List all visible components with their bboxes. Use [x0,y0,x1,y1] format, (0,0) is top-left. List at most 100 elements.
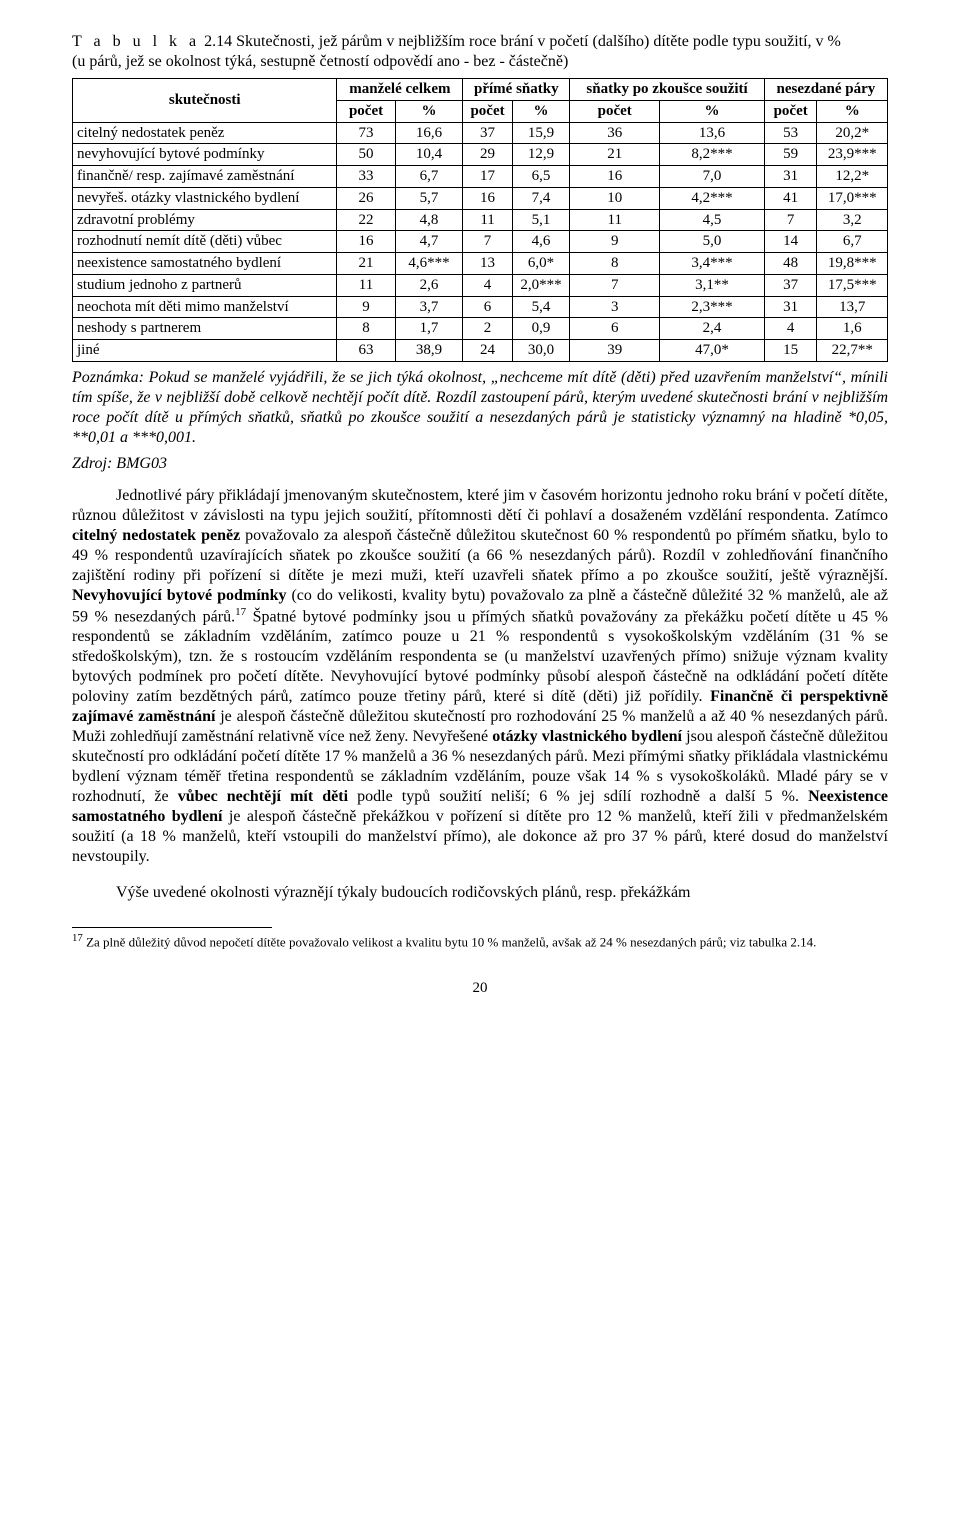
row-label: rozhodnutí nemít dítě (děti) vůbec [73,231,337,253]
footnote-separator [72,927,272,928]
page-number: 20 [72,979,888,998]
table-row: rozhodnutí nemít dítě (děti) vůbec164,77… [73,231,888,253]
table-row: neshody s partnerem81,720,962,441,6 [73,318,888,340]
th-sub: % [512,100,570,122]
cell: 16,6 [395,122,463,144]
cell: 21 [337,253,395,275]
cell: 37 [764,274,817,296]
table-row: neochota mít děti mimo manželství93,765,… [73,296,888,318]
cell: 15,9 [512,122,570,144]
cell: 22 [337,209,395,231]
cell: 4,6 [512,231,570,253]
body-paragraph-2: Výše uvedené okolnosti výraznějí týkaly … [72,883,888,903]
cell: 14 [764,231,817,253]
cell: 12,2* [817,166,888,188]
cell: 8,2*** [660,144,765,166]
cell: 10,4 [395,144,463,166]
cell: 63 [337,340,395,362]
cell: 8 [570,253,660,275]
data-table: skutečnosti manželé celkem přímé sňatky … [72,78,888,362]
cell: 73 [337,122,395,144]
cell: 4 [463,274,512,296]
table-caption-subtitle: (u párů, jež se okolnost týká, sestupně … [72,53,568,70]
cell: 5,0 [660,231,765,253]
cell: 6,7 [817,231,888,253]
row-label: jiné [73,340,337,362]
cell: 21 [570,144,660,166]
th-group-1: přímé sňatky [463,79,570,101]
cell: 4,6*** [395,253,463,275]
cell: 39 [570,340,660,362]
cell: 30,0 [512,340,570,362]
cell: 3 [570,296,660,318]
cell: 31 [764,296,817,318]
cell: 47,0* [660,340,765,362]
cell: 17,0*** [817,187,888,209]
cell: 0,9 [512,318,570,340]
row-label: neshody s partnerem [73,318,337,340]
cell: 3,4*** [660,253,765,275]
cell: 2 [463,318,512,340]
cell: 16 [570,166,660,188]
cell: 2,6 [395,274,463,296]
cell: 22,7** [817,340,888,362]
th-group-3: nesezdané páry [764,79,887,101]
cell: 13 [463,253,512,275]
table-row: studium jednoho z partnerů112,642,0***73… [73,274,888,296]
th-rowlabel: skutečnosti [73,79,337,123]
cell: 8 [337,318,395,340]
cell: 10 [570,187,660,209]
cell: 33 [337,166,395,188]
cell: 5,1 [512,209,570,231]
cell: 17 [463,166,512,188]
cell: 23,9*** [817,144,888,166]
th-sub: % [395,100,463,122]
cell: 31 [764,166,817,188]
cell: 50 [337,144,395,166]
cell: 9 [337,296,395,318]
cell: 7 [570,274,660,296]
cell: 2,4 [660,318,765,340]
th-sub: počet [463,100,512,122]
th-sub: % [817,100,888,122]
cell: 16 [337,231,395,253]
cell: 6 [463,296,512,318]
cell: 2,0*** [512,274,570,296]
table-caption: T a b u l k a 2.14 Skutečnosti, jež párů… [72,32,888,72]
cell: 4,7 [395,231,463,253]
cell: 7,4 [512,187,570,209]
cell: 13,6 [660,122,765,144]
cell: 11 [337,274,395,296]
cell: 41 [764,187,817,209]
cell: 6 [570,318,660,340]
cell: 38,9 [395,340,463,362]
row-label: neexistence samostatného bydlení [73,253,337,275]
cell: 59 [764,144,817,166]
th-sub: počet [337,100,395,122]
cell: 29 [463,144,512,166]
cell: 5,7 [395,187,463,209]
cell: 11 [570,209,660,231]
table-row: citelný nedostatek peněz7316,63715,93613… [73,122,888,144]
cell: 1,7 [395,318,463,340]
cell: 26 [337,187,395,209]
cell: 4,8 [395,209,463,231]
th-group-2: sňatky po zkoušce soužití [570,79,765,101]
cell: 1,6 [817,318,888,340]
table-caption-prefix: T a b u l k a [72,33,200,50]
cell: 6,0* [512,253,570,275]
cell: 4,5 [660,209,765,231]
row-label: studium jednoho z partnerů [73,274,337,296]
row-label: zdravotní problémy [73,209,337,231]
cell: 2,3*** [660,296,765,318]
cell: 7 [463,231,512,253]
table-row: nevyhovující bytové podmínky5010,42912,9… [73,144,888,166]
body-paragraph-1: Jednotlivé páry přikládají jmenovaným sk… [72,486,888,867]
cell: 11 [463,209,512,231]
table-source: Zdroj: BMG03 [72,454,888,474]
cell: 3,1** [660,274,765,296]
table-row: zdravotní problémy224,8115,1114,573,2 [73,209,888,231]
table-row: finančně/ resp. zajímavé zaměstnání336,7… [73,166,888,188]
cell: 4 [764,318,817,340]
cell: 20,2* [817,122,888,144]
